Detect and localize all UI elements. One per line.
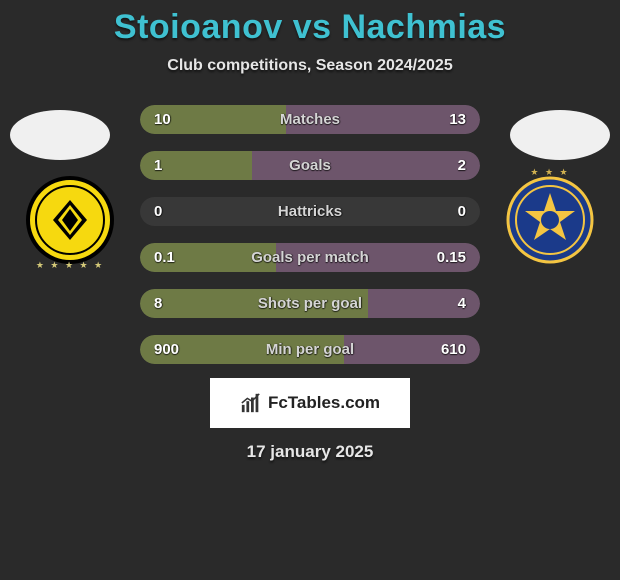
stat-row: Min per goal900 610 — [140, 335, 480, 364]
date-label: 17 january 2025 — [247, 442, 374, 462]
page-title: Stoioanov vs Nachmias — [114, 8, 506, 47]
stat-label: Hattricks — [140, 203, 480, 220]
stat-row: Goals1 2 — [140, 151, 480, 180]
stat-row: Hattricks0 0 — [140, 197, 480, 226]
stat-label: Matches — [140, 111, 480, 128]
stat-value-right: 2 — [458, 157, 466, 174]
brand-chart-icon — [240, 392, 262, 414]
stat-value-left: 0.1 — [154, 249, 175, 266]
stat-value-right: 13 — [449, 111, 466, 128]
stat-value-left: 900 — [154, 341, 179, 358]
stat-value-left: 10 — [154, 111, 171, 128]
club-stars-right: ★ ★ ★ — [505, 167, 595, 178]
stat-value-right: 0 — [458, 203, 466, 220]
stat-label: Goals per match — [140, 249, 480, 266]
stat-label: Shots per goal — [140, 295, 480, 312]
club-stars-left: ★ ★ ★ ★ ★ — [25, 260, 115, 271]
brand-text: FcTables.com — [268, 393, 380, 413]
player-avatar-left — [10, 110, 110, 160]
subtitle: Club competitions, Season 2024/2025 — [167, 57, 452, 75]
stat-row: Matches10 13 — [140, 105, 480, 134]
stat-row: Shots per goal8 4 — [140, 289, 480, 318]
stat-value-right: 610 — [441, 341, 466, 358]
stat-row: Goals per match0.1 0.15 — [140, 243, 480, 272]
stat-label: Min per goal — [140, 341, 480, 358]
stat-value-left: 8 — [154, 295, 162, 312]
stats-list: Matches10 13 Goals1 2 Hattricks0 0 Goals per m… — [140, 105, 480, 364]
stat-value-right: 0.15 — [437, 249, 466, 266]
player-avatar-right — [510, 110, 610, 160]
club-logo-right — [505, 175, 595, 265]
stat-value-right: 4 — [458, 295, 466, 312]
stat-label: Goals — [140, 157, 480, 174]
club-badge-right-icon — [505, 175, 595, 265]
brand-box[interactable]: FcTables.com — [210, 378, 410, 428]
stat-value-left: 1 — [154, 157, 162, 174]
club-badge-left-icon — [25, 175, 115, 265]
club-logo-left — [25, 175, 115, 265]
comparison-card: Stoioanov vs Nachmias Club competitions,… — [0, 0, 620, 580]
stat-value-left: 0 — [154, 203, 162, 220]
